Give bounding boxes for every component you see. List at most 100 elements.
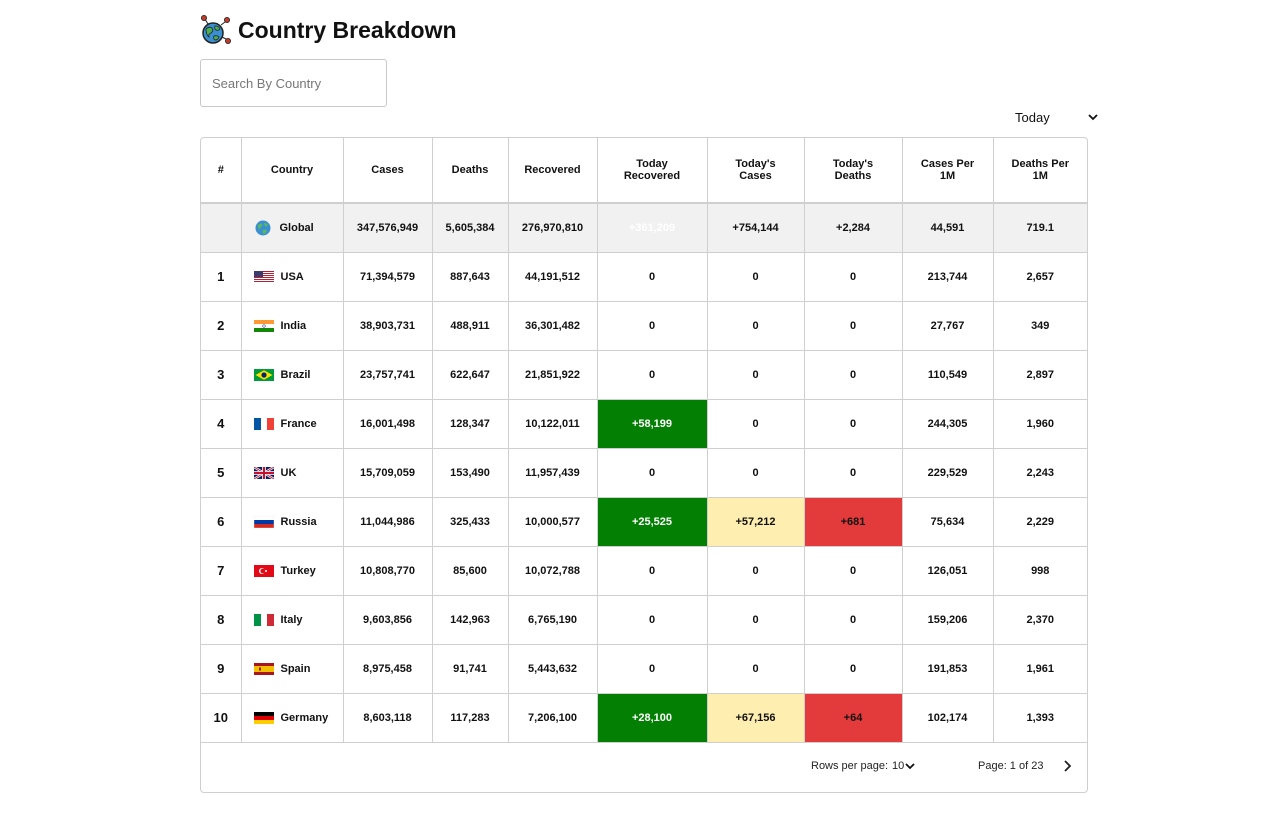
recovered-cell: 21,851,922 bbox=[508, 350, 597, 399]
country-cell: Spain bbox=[241, 644, 343, 693]
deaths-per-1m-cell: 719.1 bbox=[993, 203, 1087, 252]
rank-cell: 4 bbox=[201, 399, 241, 448]
column-header-today-cases[interactable]: Today's Cases bbox=[707, 138, 804, 203]
table-header-row: # Country Cases Deaths Recovered Today R… bbox=[201, 138, 1087, 203]
deaths-per-1m-cell: 2,243 bbox=[993, 448, 1087, 497]
chevron-right-icon bbox=[1063, 760, 1071, 772]
country-cell: Brazil bbox=[241, 350, 343, 399]
deaths-cell: 142,963 bbox=[432, 595, 508, 644]
rank-cell: 7 bbox=[201, 546, 241, 595]
country-name: Russia bbox=[281, 516, 317, 528]
rank-cell: 1 bbox=[201, 252, 241, 301]
cases-per-1m-cell: 27,767 bbox=[902, 301, 993, 350]
rank-cell: 9 bbox=[201, 644, 241, 693]
cases-cell: 8,975,458 bbox=[343, 644, 432, 693]
period-select[interactable]: Today bbox=[1015, 107, 1098, 127]
country-cell: France bbox=[241, 399, 343, 448]
today-cases-cell: 0 bbox=[707, 595, 804, 644]
deaths-per-1m-cell: 2,229 bbox=[993, 497, 1087, 546]
cases-per-1m-cell: 126,051 bbox=[902, 546, 993, 595]
chevron-down-icon bbox=[1088, 113, 1098, 121]
today-deaths-cell: 0 bbox=[804, 399, 902, 448]
cases-cell: 71,394,579 bbox=[343, 252, 432, 301]
country-cell: UK bbox=[241, 448, 343, 497]
spain-flag-icon bbox=[254, 663, 274, 675]
rank-cell: 10 bbox=[201, 693, 241, 742]
page-info: Page: 1 of 23 bbox=[978, 760, 1043, 772]
country-name: Turkey bbox=[281, 565, 316, 577]
today-recovered-cell: 0 bbox=[597, 301, 707, 350]
today-cases-cell: 0 bbox=[707, 252, 804, 301]
cases-cell: 11,044,986 bbox=[343, 497, 432, 546]
column-header-rank[interactable]: # bbox=[201, 138, 241, 203]
today-deaths-cell: 0 bbox=[804, 448, 902, 497]
global-country-cell: Global bbox=[241, 203, 343, 252]
recovered-cell: 10,122,011 bbox=[508, 399, 597, 448]
deaths-per-1m-cell: 1,961 bbox=[993, 644, 1087, 693]
column-header-deaths[interactable]: Deaths bbox=[432, 138, 508, 203]
deaths-per-1m-cell: 1,393 bbox=[993, 693, 1087, 742]
india-flag-icon bbox=[254, 320, 274, 332]
deaths-cell: 153,490 bbox=[432, 448, 508, 497]
deaths-per-1m-cell: 1,960 bbox=[993, 399, 1087, 448]
today-recovered-cell: +28,100 bbox=[597, 693, 707, 742]
today-cases-cell: 0 bbox=[707, 399, 804, 448]
country-name: UK bbox=[281, 467, 297, 479]
cases-per-1m-cell: 110,549 bbox=[902, 350, 993, 399]
rank-cell: 6 bbox=[201, 497, 241, 546]
rank-cell: 3 bbox=[201, 350, 241, 399]
cases-per-1m-cell: 213,744 bbox=[902, 252, 993, 301]
country-cell: Germany bbox=[241, 693, 343, 742]
today-cases-cell: 0 bbox=[707, 350, 804, 399]
column-header-country[interactable]: Country bbox=[241, 138, 343, 203]
rows-per-page-label: Rows per page: bbox=[811, 760, 888, 772]
cases-per-1m-cell: 191,853 bbox=[902, 644, 993, 693]
turkey-flag-icon bbox=[254, 565, 274, 577]
country-cell: Russia bbox=[241, 497, 343, 546]
column-header-today-deaths[interactable]: Today's Deaths bbox=[804, 138, 902, 203]
table-row: 2 India 38,903,731 488,911 36,301,482 0 0 0 27,7… bbox=[201, 301, 1087, 350]
today-recovered-cell: 0 bbox=[597, 644, 707, 693]
cases-cell: 10,808,770 bbox=[343, 546, 432, 595]
cases-cell: 9,603,856 bbox=[343, 595, 432, 644]
column-header-recovered[interactable]: Recovered bbox=[508, 138, 597, 203]
table-row: 5 UK 15,709,059 153,490 11,957,439 0 0 0 229,529… bbox=[201, 448, 1087, 497]
deaths-cell: 488,911 bbox=[432, 301, 508, 350]
recovered-cell: 11,957,439 bbox=[508, 448, 597, 497]
search-input[interactable] bbox=[200, 59, 387, 107]
country-cell: Italy bbox=[241, 595, 343, 644]
today-deaths-cell: 0 bbox=[804, 252, 902, 301]
column-header-today-recovered[interactable]: Today Recovered bbox=[597, 138, 707, 203]
recovered-cell: 10,072,788 bbox=[508, 546, 597, 595]
cases-per-1m-cell: 102,174 bbox=[902, 693, 993, 742]
country-name: France bbox=[281, 418, 317, 430]
today-recovered-cell: 0 bbox=[597, 546, 707, 595]
cases-cell: 15,709,059 bbox=[343, 448, 432, 497]
rows-per-page-value: 10 bbox=[892, 760, 904, 772]
country-name: Global bbox=[280, 222, 314, 234]
today-cases-cell: 0 bbox=[707, 301, 804, 350]
today-deaths-cell: 0 bbox=[804, 350, 902, 399]
recovered-cell: 36,301,482 bbox=[508, 301, 597, 350]
cases-per-1m-cell: 244,305 bbox=[902, 399, 993, 448]
today-cases-cell: +57,212 bbox=[707, 497, 804, 546]
rows-per-page-select[interactable]: 10 bbox=[892, 760, 915, 772]
today-recovered-cell: +361,209 bbox=[597, 203, 707, 252]
column-header-deaths-per-1m[interactable]: Deaths Per 1M bbox=[993, 138, 1087, 203]
cases-cell: 347,576,949 bbox=[343, 203, 432, 252]
page-header: Country Breakdown bbox=[200, 14, 457, 46]
column-header-cases[interactable]: Cases bbox=[343, 138, 432, 203]
rank-cell: 5 bbox=[201, 448, 241, 497]
today-deaths-cell: +2,284 bbox=[804, 203, 902, 252]
today-deaths-cell: 0 bbox=[804, 595, 902, 644]
cases-cell: 8,603,118 bbox=[343, 693, 432, 742]
next-page-button[interactable] bbox=[1058, 757, 1076, 775]
rank-cell: 2 bbox=[201, 301, 241, 350]
uk-flag-icon bbox=[254, 467, 274, 479]
country-name: Brazil bbox=[281, 369, 311, 381]
today-recovered-cell: 0 bbox=[597, 448, 707, 497]
column-header-cases-per-1m[interactable]: Cases Per 1M bbox=[902, 138, 993, 203]
germany-flag-icon bbox=[254, 712, 274, 724]
today-cases-cell: 0 bbox=[707, 644, 804, 693]
deaths-per-1m-cell: 349 bbox=[993, 301, 1087, 350]
